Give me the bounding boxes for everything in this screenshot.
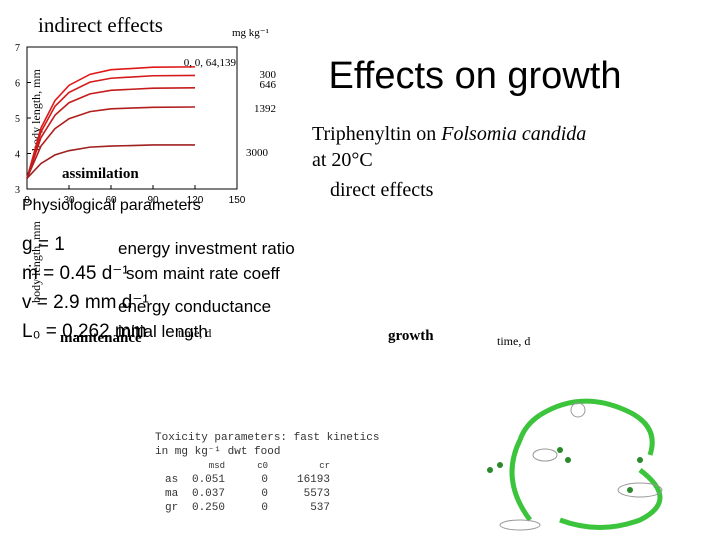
species: Folsomia candida: [440, 123, 586, 145]
lower-y-label: body length, mm: [29, 221, 43, 303]
tox-header: c0: [257, 461, 268, 471]
tox-cell: 0.037: [192, 488, 225, 500]
adult: [617, 482, 663, 498]
tox-title: Toxicity parameters: fast kinetics: [155, 432, 379, 444]
param-desc: initial length: [118, 322, 208, 341]
tox-header: cr: [319, 461, 330, 471]
tox-cell: ma: [165, 488, 179, 500]
y-axis-label: body length, mm: [29, 69, 43, 151]
subtitle-temp: at 20°C: [312, 149, 373, 171]
x-tick-label: 90: [147, 195, 159, 206]
time-label: time, d: [497, 334, 530, 348]
param-desc: energy conductance: [118, 297, 271, 316]
series-label: 3000: [246, 147, 269, 159]
maintenance-label: maintenance: [60, 330, 142, 346]
tox-cell: 537: [310, 502, 330, 514]
food-dots: [487, 447, 643, 493]
param-symbol: v = 2.9 mm d⁻¹: [22, 292, 149, 313]
tox-subtitle: in mg kg⁻¹ dwt food: [155, 446, 280, 458]
params-title: Physiological parameters: [22, 197, 201, 214]
param-symbol: L₀ = 0.262 mm: [22, 321, 147, 342]
y-tick-label: 4: [15, 150, 20, 161]
x-tick-label: 60: [105, 195, 117, 206]
cycle-arrow: [509, 412, 542, 522]
direct-label: direct effects: [330, 179, 434, 201]
tox-cell: 0: [261, 502, 268, 514]
series-line: [26, 87, 196, 179]
series-label: 1392: [254, 103, 276, 115]
slide-title: Effects on growth: [329, 55, 622, 97]
y-tick-label: 5: [15, 114, 20, 125]
food-dot: [627, 487, 633, 493]
tox-cell: as: [165, 474, 178, 486]
series-line: [26, 74, 196, 179]
indirect-label: indirect effects: [38, 13, 163, 37]
subtitle: Triphenyltin on Folsomia candida: [312, 123, 586, 145]
y-tick-label: 6: [15, 79, 20, 90]
egg: [570, 402, 586, 418]
tox-header: msd: [209, 461, 225, 471]
subtitle-text: Triphenyltin on: [312, 123, 441, 145]
food-dot: [497, 462, 503, 468]
tox-cell: 0: [261, 474, 268, 486]
tox-cell: 16193: [297, 474, 330, 486]
param-symbol: ṁ = 0.45 d⁻¹: [22, 263, 129, 284]
series-label: 646: [260, 79, 277, 91]
time-label: time, d: [178, 326, 211, 340]
cycle-arrow: [538, 398, 655, 456]
food-dot: [487, 467, 493, 473]
series-line: [26, 144, 195, 179]
x-tick-label: 150: [229, 195, 246, 206]
growth-label: growth: [388, 328, 434, 344]
adult: [499, 519, 541, 531]
x-tick-label: 30: [63, 195, 75, 206]
param-desc: energy investment ratio: [118, 239, 295, 258]
tox-cell: 5573: [304, 488, 330, 500]
series-line: [26, 106, 196, 179]
x-tick-label: 0: [24, 195, 30, 206]
series-line: [26, 66, 196, 179]
lifecycle-illustration: [499, 398, 663, 531]
series-label: 300: [260, 69, 277, 81]
food-dot: [637, 457, 643, 463]
x-tick-label: 120: [187, 195, 204, 206]
y-tick-label: 3: [15, 185, 20, 196]
juvenile: [532, 448, 558, 462]
tox-cell: 0.250: [192, 502, 225, 514]
unit-label: mg kg⁻¹: [232, 27, 269, 39]
assimilation-label: assimilation: [62, 166, 139, 182]
param-desc: som maint rate coeff: [126, 264, 280, 283]
y-tick-label: 7: [15, 43, 20, 54]
cycle-arrow: [559, 468, 663, 530]
param-symbol: g = 1: [22, 234, 65, 255]
food-dot: [565, 457, 571, 463]
tox-cell: 0.051: [192, 474, 225, 486]
tox-cell: gr: [165, 502, 178, 514]
tox-cell: 0: [261, 488, 268, 500]
series-label: 0, 0, 64,139: [184, 57, 237, 69]
food-dot: [557, 447, 563, 453]
